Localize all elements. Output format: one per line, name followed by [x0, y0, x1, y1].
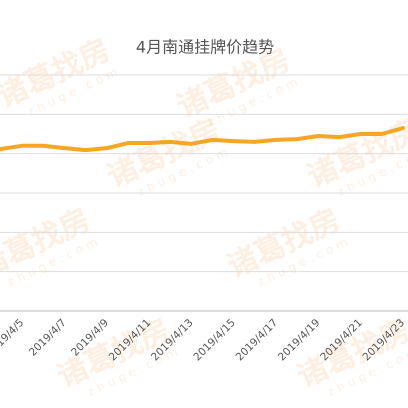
x-tick-label: 2019/4/7 — [27, 317, 69, 359]
x-tick-label: 2019/4/15 — [191, 317, 238, 364]
chart-title: 4月南通挂牌价趋势 — [136, 38, 274, 57]
series-line — [0, 126, 405, 153]
x-tick-label: 2019/4/17 — [234, 317, 281, 364]
x-tick-label: 2019/4/5 — [0, 317, 26, 359]
